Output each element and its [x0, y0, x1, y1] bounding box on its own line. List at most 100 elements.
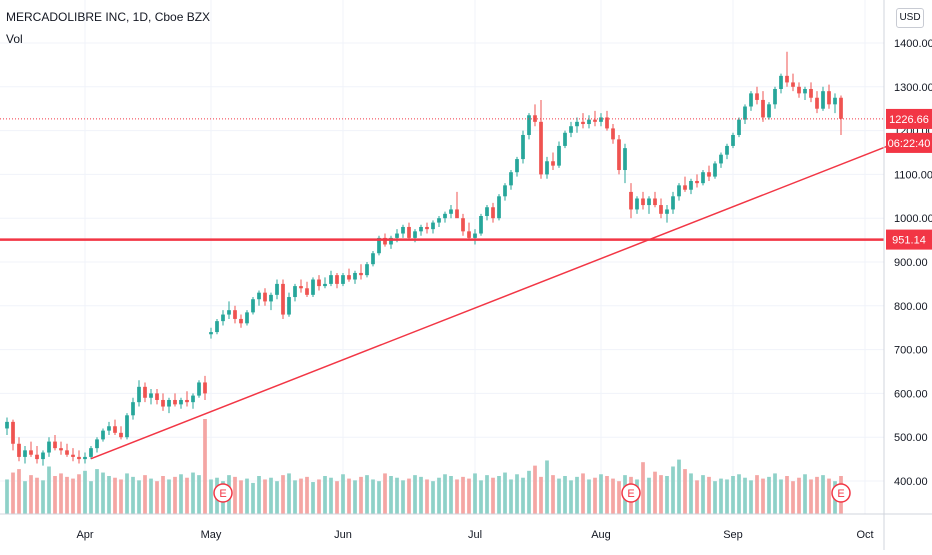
candle-body [407, 226, 411, 238]
y-tick-label: 1400.00 [894, 38, 932, 50]
candle-body [251, 299, 255, 313]
candle-body [377, 237, 381, 254]
volume-bar [743, 477, 747, 514]
volume-bar [89, 481, 93, 514]
candle-body [515, 159, 519, 173]
volume-bar [347, 478, 351, 514]
y-tick-label: 1100.00 [894, 169, 932, 181]
candle-body [83, 456, 87, 460]
candle-body [353, 272, 357, 280]
volume-bar [785, 476, 789, 514]
candle-body [773, 88, 777, 105]
candle-body [779, 75, 783, 89]
volume-bar [275, 481, 279, 514]
candle-body [815, 97, 819, 109]
volume-bar [335, 481, 339, 514]
volume-bar [371, 479, 375, 514]
volume-bar [449, 476, 453, 514]
volume-bar [545, 460, 549, 514]
x-tick-label: Jun [334, 529, 352, 541]
candle-body [809, 88, 813, 98]
last-price-label-box [886, 108, 932, 129]
candle-body [641, 198, 645, 206]
volume-bar [605, 476, 609, 514]
candle-body [545, 161, 549, 175]
volume-bar [539, 476, 543, 514]
candle-body [473, 233, 477, 238]
candle-body [617, 139, 621, 171]
candle-body [359, 272, 363, 276]
volume-bar [503, 472, 507, 514]
candle-body [647, 198, 651, 206]
candle-body [605, 117, 609, 129]
candle-body [329, 275, 333, 284]
volume-bar [59, 473, 63, 514]
currency-button[interactable]: USD [896, 8, 924, 28]
volume-bar [53, 476, 57, 514]
candle-body [581, 121, 585, 125]
candle-body [5, 421, 9, 429]
candle-body [623, 148, 627, 171]
earnings-marker[interactable] [621, 483, 641, 503]
earnings-marker-label: E [627, 488, 634, 500]
volume-bar [263, 479, 267, 514]
y-tick-label: 1300.00 [894, 82, 932, 94]
candle-body [155, 393, 159, 400]
volume-bar [749, 480, 753, 514]
volume-bar [269, 477, 273, 514]
volume-bar [485, 475, 489, 514]
volume-bar [407, 478, 411, 514]
candle-body [629, 191, 633, 210]
candle-body [689, 180, 693, 190]
volume-bar [695, 480, 699, 514]
candle-body [221, 314, 225, 322]
candle-body [611, 128, 615, 140]
volume-bar [395, 477, 399, 514]
volume-bar [353, 480, 357, 514]
volume-bar [401, 480, 405, 514]
candle-body [437, 218, 441, 223]
volume-bar [95, 469, 99, 514]
x-tick-label: Jul [468, 529, 482, 541]
volume-bar [209, 479, 213, 514]
volume-bar [179, 474, 183, 514]
volume-bar [647, 477, 651, 514]
volume-bar [161, 476, 165, 514]
earnings-marker-label: E [219, 488, 226, 500]
candle-body [479, 216, 483, 234]
candle-body [119, 432, 123, 438]
candle-body [587, 119, 591, 125]
candle-body [269, 294, 273, 302]
volume-bar [203, 419, 207, 514]
y-tick-label: 400.00 [894, 476, 928, 488]
volume-bar [779, 479, 783, 514]
candle-body [245, 312, 249, 324]
candle-body [41, 452, 45, 460]
candle-body [821, 91, 825, 109]
candle-body [563, 132, 567, 146]
earnings-marker[interactable] [831, 483, 851, 503]
candle-body [125, 415, 129, 438]
volume-bar [587, 479, 591, 514]
earnings-marker[interactable] [213, 483, 233, 503]
volume-bar [803, 474, 807, 514]
candle-body [305, 288, 309, 295]
candle-body [179, 399, 183, 405]
volume-bars [5, 419, 843, 514]
candle-body [737, 119, 741, 135]
volume-bar [569, 480, 573, 514]
candle-body [263, 292, 267, 302]
volume-bar [5, 479, 9, 514]
volume-bar [365, 475, 369, 514]
volume-bar [689, 473, 693, 514]
volume-bar [815, 476, 819, 514]
grid [0, 0, 884, 514]
candle-body [509, 172, 513, 186]
volume-bar [191, 472, 195, 514]
candle-body [395, 233, 399, 238]
candle-body [233, 310, 237, 319]
volume-bar [155, 481, 159, 514]
